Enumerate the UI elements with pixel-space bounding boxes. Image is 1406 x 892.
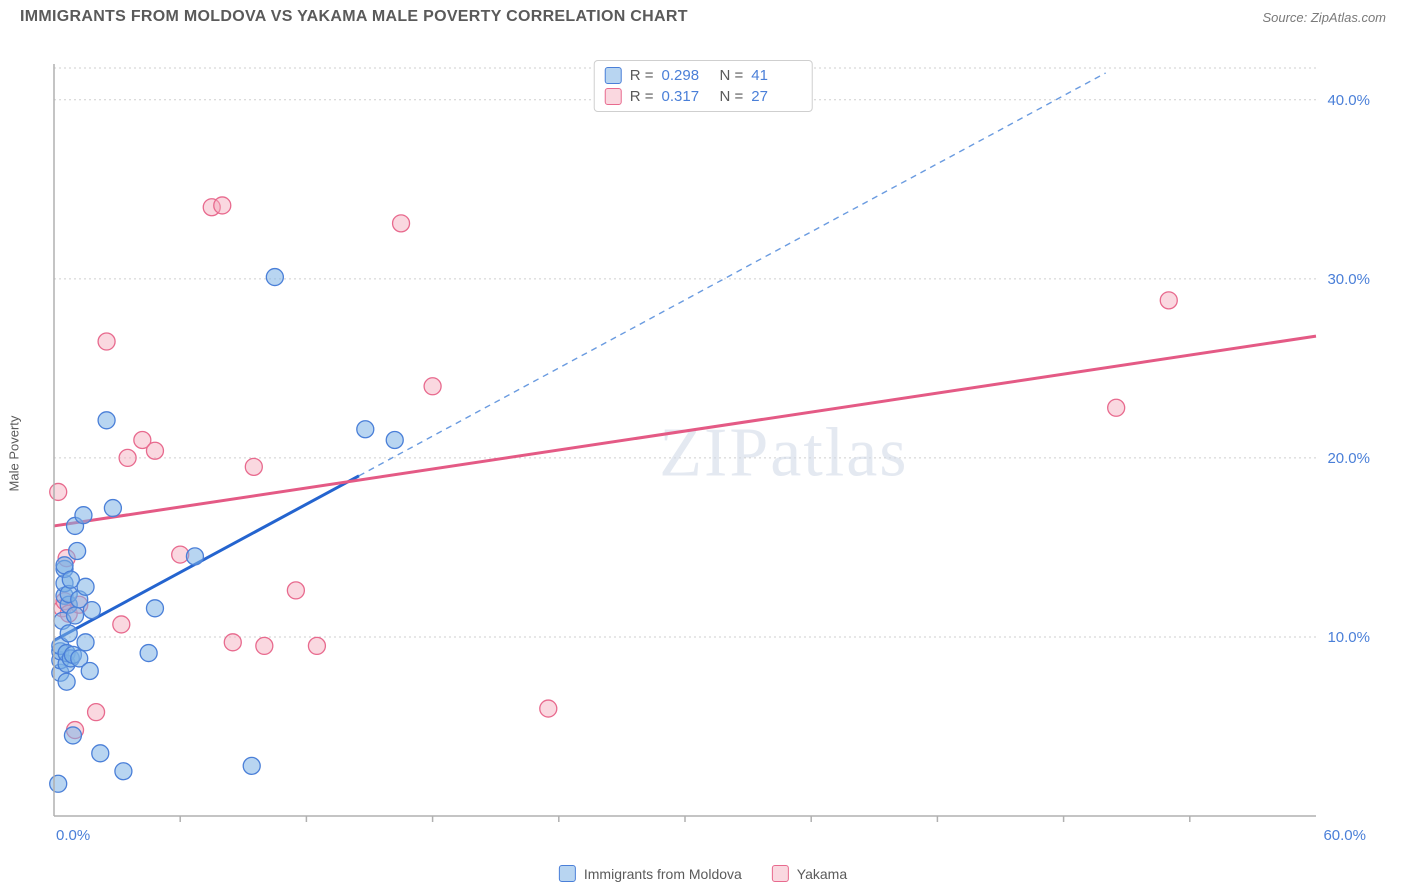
- svg-text:ZIPatlas: ZIPatlas: [659, 415, 908, 492]
- legend-label-blue: Immigrants from Moldova: [584, 866, 742, 882]
- swatch-pink: [605, 88, 622, 105]
- scatter-plot-svg: 10.0% 20.0% 30.0% 40.0% ZIPatlas 0.0% 60.0%: [48, 60, 1386, 844]
- swatch-blue: [559, 865, 576, 882]
- stat-R-blue: 0.298: [662, 67, 712, 84]
- swatch-blue: [605, 67, 622, 84]
- svg-text:60.0%: 60.0%: [1323, 827, 1366, 844]
- svg-text:10.0%: 10.0%: [1327, 629, 1370, 646]
- stat-label-R: R =: [630, 88, 654, 105]
- y-axis-label: Male Poverty: [7, 416, 22, 492]
- stat-label-N: N =: [720, 67, 744, 84]
- stat-N-pink: 27: [751, 88, 801, 105]
- legend-label-pink: Yakama: [797, 866, 847, 882]
- chart-area: 10.0% 20.0% 30.0% 40.0% ZIPatlas 0.0% 60.0%: [48, 60, 1386, 844]
- legend-item-blue: Immigrants from Moldova: [559, 865, 742, 882]
- legend-item-pink: Yakama: [772, 865, 847, 882]
- stats-legend: R = 0.298 N = 41 R = 0.317 N = 27: [594, 60, 813, 112]
- svg-text:0.0%: 0.0%: [56, 827, 90, 844]
- swatch-pink: [772, 865, 789, 882]
- stat-R-pink: 0.317: [662, 88, 712, 105]
- svg-text:30.0%: 30.0%: [1327, 271, 1370, 288]
- page-title: IMMIGRANTS FROM MOLDOVA VS YAKAMA MALE P…: [20, 8, 688, 26]
- svg-text:20.0%: 20.0%: [1327, 450, 1370, 467]
- series-legend: Immigrants from Moldova Yakama: [559, 865, 847, 882]
- stat-N-blue: 41: [751, 67, 801, 84]
- stat-label-R: R =: [630, 67, 654, 84]
- stats-row-blue: R = 0.298 N = 41: [605, 65, 802, 86]
- source-attribution: Source: ZipAtlas.com: [1262, 10, 1386, 25]
- stat-label-N: N =: [720, 88, 744, 105]
- svg-text:40.0%: 40.0%: [1327, 92, 1370, 109]
- stats-row-pink: R = 0.317 N = 27: [605, 86, 802, 107]
